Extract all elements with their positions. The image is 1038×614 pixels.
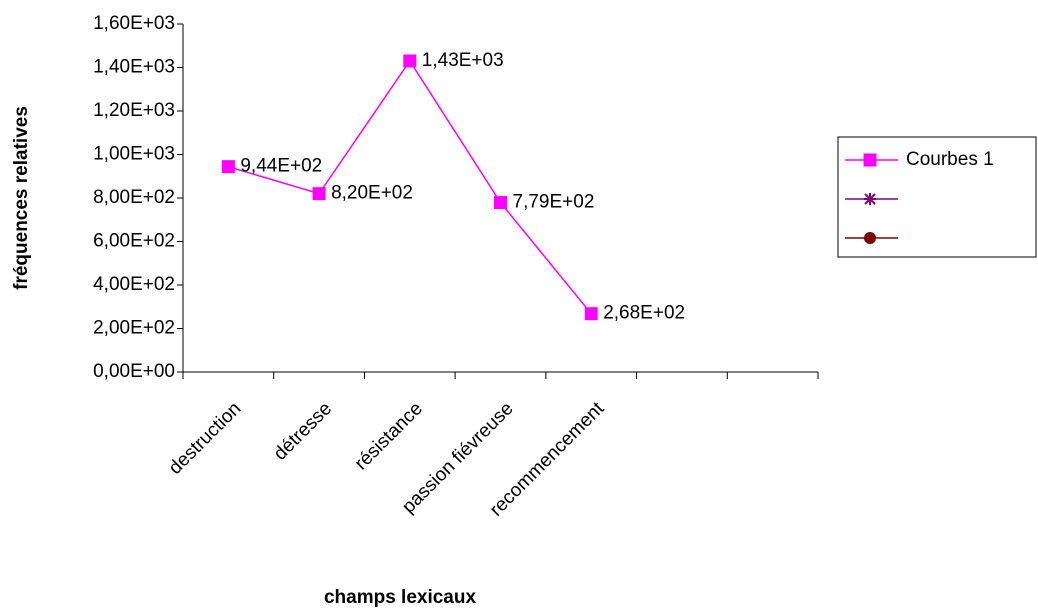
data-point bbox=[403, 54, 417, 68]
data-point bbox=[584, 307, 598, 321]
x-axis-title: champs lexicaux bbox=[324, 587, 477, 608]
data-point bbox=[312, 187, 326, 201]
data-point bbox=[221, 160, 235, 174]
y-tick-label: 1,20E+03 bbox=[93, 100, 175, 121]
data-label: 2,68E+02 bbox=[603, 303, 685, 324]
legend-marker bbox=[864, 193, 876, 205]
y-tick-label: 4,00E+02 bbox=[93, 274, 175, 295]
y-tick-label: 1,60E+03 bbox=[93, 13, 175, 34]
x-tick-label: destruction bbox=[165, 398, 246, 479]
legend-label: Courbes 1 bbox=[906, 149, 994, 170]
data-point bbox=[494, 196, 507, 210]
y-tick-label: 0,00E+00 bbox=[93, 361, 175, 382]
y-tick-label: 1,40E+03 bbox=[93, 57, 175, 78]
y-tick-label: 2,00E+02 bbox=[93, 318, 175, 339]
x-tick-label: détresse bbox=[270, 398, 336, 464]
y-axis-title: fréquences relatives bbox=[11, 106, 32, 290]
legend-marker bbox=[864, 232, 876, 244]
y-tick-label: 6,00E+02 bbox=[93, 231, 175, 252]
data-label: 1,43E+03 bbox=[422, 50, 504, 71]
data-label: 7,79E+02 bbox=[513, 192, 595, 213]
x-tick-label: résistance bbox=[351, 398, 427, 474]
data-label: 9,44E+02 bbox=[240, 156, 322, 177]
data-label: 8,20E+02 bbox=[331, 183, 413, 204]
y-tick-label: 8,00E+02 bbox=[93, 187, 175, 208]
legend-marker bbox=[863, 153, 877, 167]
y-tick-label: 1,00E+03 bbox=[93, 144, 175, 165]
